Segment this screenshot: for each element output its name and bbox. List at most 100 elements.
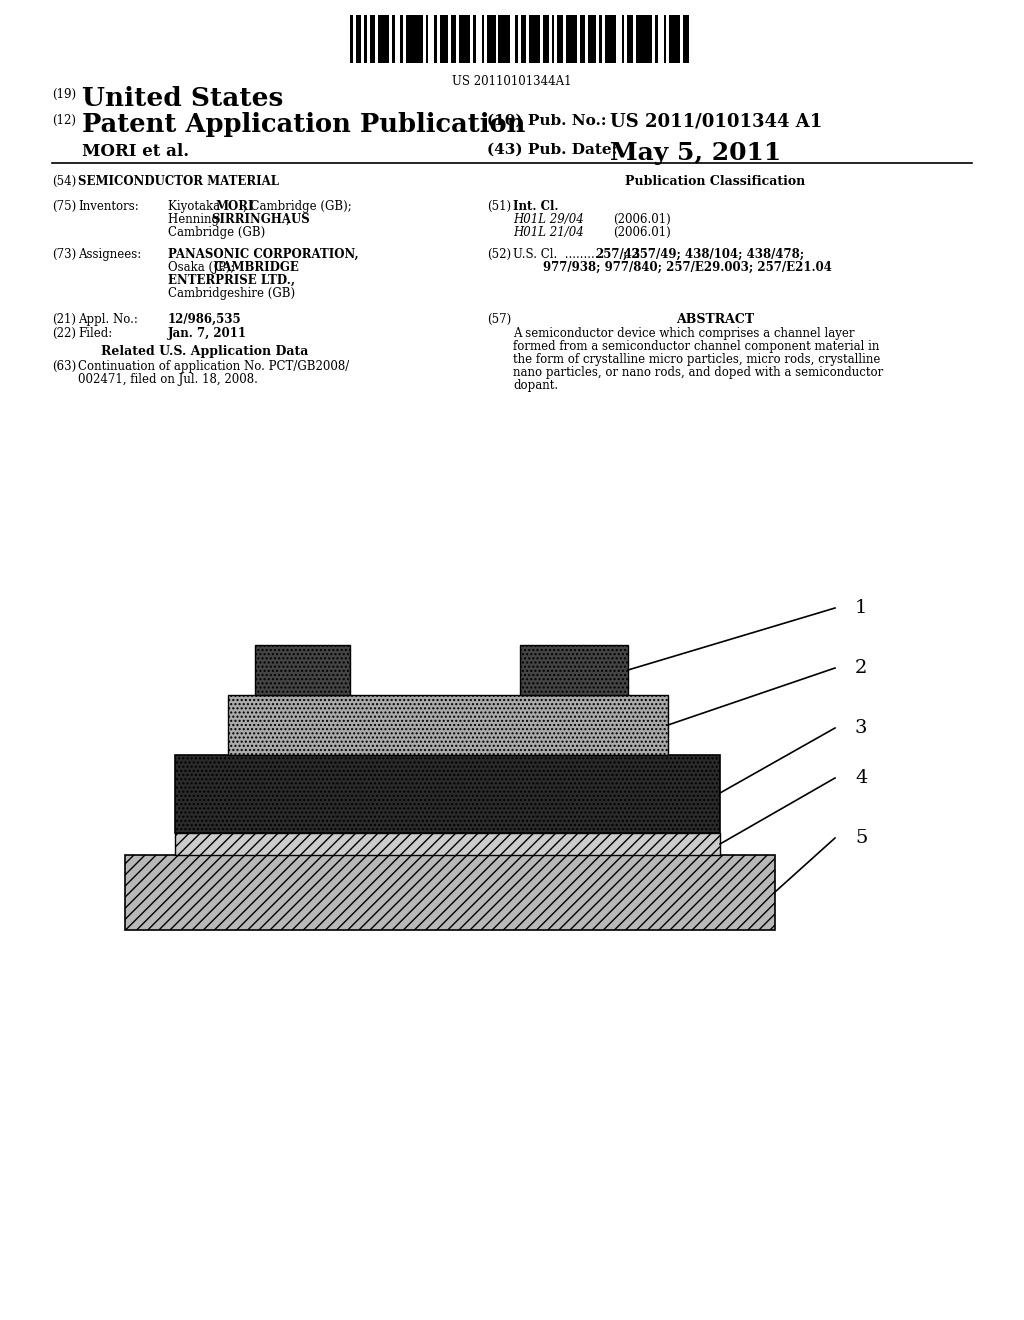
- Bar: [392, 15, 395, 63]
- Bar: [529, 15, 532, 63]
- Text: nano particles, or nano rods, and doped with a semiconductor: nano particles, or nano rods, and doped …: [513, 366, 884, 379]
- Bar: [507, 15, 510, 63]
- Text: Osaka (JP);: Osaka (JP);: [168, 261, 239, 275]
- Text: Cambridge (GB): Cambridge (GB): [168, 226, 265, 239]
- Bar: [364, 15, 367, 63]
- Bar: [568, 15, 577, 63]
- Text: Filed:: Filed:: [78, 327, 113, 341]
- Text: SEMICONDUCTOR MATERIAL: SEMICONDUCTOR MATERIAL: [78, 176, 279, 187]
- Bar: [588, 15, 591, 63]
- Text: 2: 2: [855, 659, 867, 677]
- Bar: [515, 15, 518, 63]
- Text: Patent Application Publication: Patent Application Publication: [82, 112, 525, 137]
- Bar: [481, 15, 484, 63]
- Text: (73): (73): [52, 248, 76, 261]
- Text: 4: 4: [855, 770, 867, 787]
- Text: ,: ,: [286, 213, 290, 226]
- Bar: [451, 15, 457, 63]
- Text: Kiyotaka: Kiyotaka: [168, 201, 224, 213]
- Text: (19): (19): [52, 88, 76, 102]
- Text: (12): (12): [52, 114, 76, 127]
- Text: (2006.01): (2006.01): [613, 213, 671, 226]
- Bar: [638, 15, 647, 63]
- Bar: [434, 15, 437, 63]
- Bar: [580, 15, 585, 63]
- Text: US 20110101344A1: US 20110101344A1: [453, 75, 571, 88]
- Bar: [459, 15, 462, 63]
- Text: ; 257/49; 438/104; 438/478;: ; 257/49; 438/104; 438/478;: [623, 248, 804, 261]
- Text: Appl. No.:: Appl. No.:: [78, 313, 138, 326]
- Text: United States: United States: [82, 86, 284, 111]
- Text: 5: 5: [855, 829, 867, 847]
- Bar: [125, 855, 775, 931]
- Text: (57): (57): [487, 313, 511, 326]
- Text: A semiconductor device which comprises a channel layer: A semiconductor device which comprises a…: [513, 327, 854, 341]
- Text: Jan. 7, 2011: Jan. 7, 2011: [168, 327, 247, 341]
- Bar: [487, 15, 490, 63]
- Bar: [439, 15, 442, 63]
- Bar: [543, 15, 549, 63]
- Bar: [378, 15, 381, 63]
- Bar: [350, 15, 353, 63]
- Bar: [381, 15, 389, 63]
- Text: US 2011/0101344 A1: US 2011/0101344 A1: [610, 112, 822, 129]
- Bar: [664, 15, 667, 63]
- Text: SIRRINGHAUS: SIRRINGHAUS: [211, 213, 309, 226]
- Text: (51): (51): [487, 201, 511, 213]
- Text: (52): (52): [487, 248, 511, 261]
- Text: ENTERPRISE LTD.,: ENTERPRISE LTD.,: [168, 275, 295, 286]
- Bar: [599, 15, 602, 63]
- Text: dopant.: dopant.: [513, 379, 558, 392]
- Text: (22): (22): [52, 327, 76, 341]
- Bar: [370, 15, 375, 63]
- Bar: [655, 15, 658, 63]
- Text: MORI: MORI: [215, 201, 254, 213]
- Bar: [552, 15, 554, 63]
- Bar: [490, 15, 496, 63]
- Bar: [605, 15, 613, 63]
- Bar: [670, 15, 678, 63]
- Bar: [255, 645, 350, 696]
- Text: 257/43: 257/43: [595, 248, 640, 261]
- Text: May 5, 2011: May 5, 2011: [610, 141, 781, 165]
- Text: (63): (63): [52, 360, 76, 374]
- Text: Inventors:: Inventors:: [78, 201, 138, 213]
- Text: the form of crystalline micro particles, micro rods, crystalline: the form of crystalline micro particles,…: [513, 352, 881, 366]
- Text: Cambridgeshire (GB): Cambridgeshire (GB): [168, 286, 295, 300]
- Bar: [532, 15, 541, 63]
- Bar: [406, 15, 412, 63]
- Bar: [557, 15, 563, 63]
- Bar: [175, 755, 720, 833]
- Bar: [355, 15, 361, 63]
- Bar: [228, 696, 668, 755]
- Text: H01L 29/04: H01L 29/04: [513, 213, 584, 226]
- Bar: [678, 15, 680, 63]
- Text: (75): (75): [52, 201, 76, 213]
- Text: Related U.S. Application Data: Related U.S. Application Data: [101, 345, 308, 358]
- Text: Assignees:: Assignees:: [78, 248, 141, 261]
- Text: 002471, filed on Jul. 18, 2008.: 002471, filed on Jul. 18, 2008.: [78, 374, 258, 385]
- Bar: [591, 15, 596, 63]
- Text: Henning: Henning: [168, 213, 223, 226]
- Bar: [442, 15, 449, 63]
- Bar: [565, 15, 568, 63]
- Bar: [400, 15, 403, 63]
- Bar: [613, 15, 616, 63]
- Text: (54): (54): [52, 176, 76, 187]
- Text: Int. Cl.: Int. Cl.: [513, 201, 558, 213]
- Bar: [636, 15, 638, 63]
- Text: (43) Pub. Date:: (43) Pub. Date:: [487, 143, 617, 157]
- Text: (21): (21): [52, 313, 76, 326]
- Bar: [415, 15, 423, 63]
- Text: 977/938; 977/840; 257/E29.003; 257/E21.04: 977/938; 977/840; 257/E29.003; 257/E21.0…: [543, 261, 831, 275]
- Text: Continuation of application No. PCT/GB2008/: Continuation of application No. PCT/GB20…: [78, 360, 349, 374]
- Bar: [412, 15, 415, 63]
- Text: formed from a semiconductor channel component material in: formed from a semiconductor channel comp…: [513, 341, 880, 352]
- Bar: [175, 833, 720, 855]
- Text: H01L 21/04: H01L 21/04: [513, 226, 584, 239]
- Text: CAMBRIDGE: CAMBRIDGE: [213, 261, 299, 275]
- Bar: [426, 15, 428, 63]
- Text: Publication Classification: Publication Classification: [625, 176, 805, 187]
- Text: 3: 3: [855, 719, 867, 737]
- Bar: [521, 15, 526, 63]
